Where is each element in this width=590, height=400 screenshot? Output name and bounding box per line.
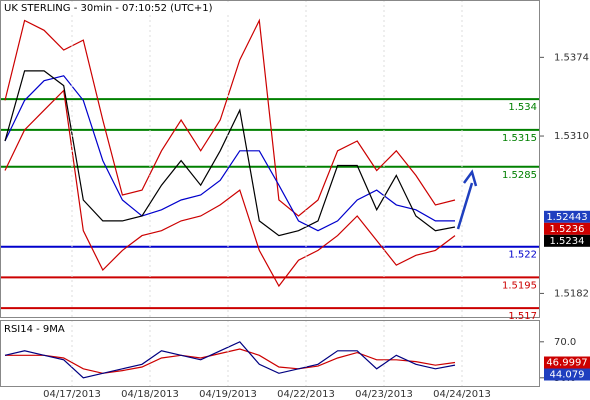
x-tick-label: 04/23/2013	[355, 389, 413, 400]
x-tick-label: 04/18/2013	[121, 389, 179, 400]
value-box	[544, 222, 590, 235]
x-tick-label: 04/22/2013	[277, 389, 335, 400]
y-tick-label: 1.5374	[554, 52, 589, 63]
value-box	[544, 356, 590, 369]
level-label: 1.5315	[502, 133, 537, 144]
series-line	[4, 18, 456, 217]
y-tick-label: 70.0	[554, 337, 576, 348]
series-line	[4, 75, 455, 232]
series-line	[4, 341, 456, 379]
series-line	[4, 89, 456, 288]
series-line	[4, 70, 456, 237]
value-box	[544, 234, 590, 247]
level-label: 1.522	[508, 250, 537, 261]
trend-arrow	[456, 169, 478, 230]
rsi-panel	[0, 320, 540, 387]
price-plot	[1, 1, 539, 317]
rsi-plot	[4, 321, 463, 386]
series-line	[5, 348, 456, 374]
y-tick-label: 1.5182	[554, 288, 589, 299]
value-box-label: 1.5234	[550, 236, 585, 247]
value-box-label: 1.5236	[550, 224, 585, 235]
value-box-label: 44.079	[550, 370, 585, 381]
value-box-label: 1.52443	[546, 212, 587, 223]
level-label: 1.517	[508, 311, 537, 322]
price-panel	[0, 0, 540, 318]
axes: 1.5374 1.5310 1.5182 1.534 1.5315 1.5285 1.522…	[43, 52, 590, 400]
title-bg	[2, 2, 232, 14]
chart-title: UK STERLING - 30min - 07:10:52 (UTC+1)	[4, 3, 213, 14]
level-label: 1.5285	[502, 170, 537, 181]
level-label: 1.534	[508, 102, 537, 113]
x-tick-label: 04/24/2013	[433, 389, 491, 400]
value-box	[544, 368, 590, 381]
x-tick-label: 04/19/2013	[199, 389, 257, 400]
value-box-label: 46.9997	[546, 358, 587, 369]
rsi-title: RSI14 - 9MA	[4, 324, 65, 335]
value-box	[544, 210, 590, 223]
level-label: 1.5195	[502, 280, 537, 291]
y-tick-label: 1.5310	[554, 131, 589, 142]
x-tick-label: 04/17/2013	[43, 389, 101, 400]
